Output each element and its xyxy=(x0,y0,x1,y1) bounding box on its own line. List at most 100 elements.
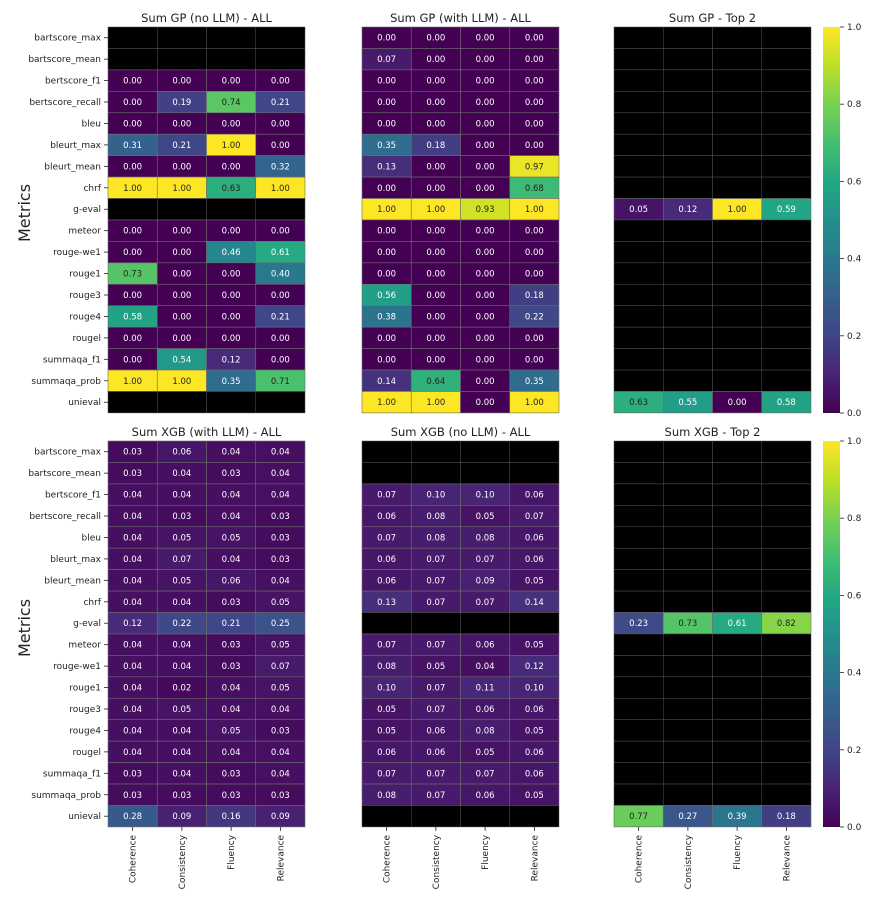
row-tick-label: bleu xyxy=(82,533,101,543)
heatmap-cell-label: 0.03 xyxy=(123,469,142,479)
heatmap-cell-empty xyxy=(761,505,812,528)
heatmap-cell-label: 0.00 xyxy=(525,227,544,237)
heatmap-cell-label: 0.04 xyxy=(222,555,241,565)
heatmap-cell-label: 0.06 xyxy=(377,748,396,758)
colorbar-tick-label: 0.8 xyxy=(847,514,862,524)
row-tick-label: meteor xyxy=(68,227,101,237)
heatmap-cell-empty xyxy=(712,505,762,528)
heatmap-cell-label: 0.06 xyxy=(525,748,544,758)
heatmap-cell-label: 0.00 xyxy=(123,248,142,258)
heatmap-cell-label: 0.00 xyxy=(525,55,544,65)
heatmap-cell-label: 0.00 xyxy=(271,227,290,237)
heatmap-cell-label: 0.35 xyxy=(377,141,396,151)
heatmap-cell-empty xyxy=(361,612,412,635)
y-axis-label-top: Metrics xyxy=(15,184,34,242)
heatmap-cell-empty xyxy=(663,69,713,92)
heatmap-cell-empty xyxy=(613,740,664,763)
heatmap-cell-empty xyxy=(206,26,256,49)
heatmap-cell-empty xyxy=(761,348,812,371)
heatmap-cell-label: 0.38 xyxy=(377,312,396,322)
heatmap-cell-empty xyxy=(712,526,762,549)
colorbar-tick-label: 1.0 xyxy=(847,23,862,33)
heatmap-cell-empty xyxy=(613,91,664,114)
heatmap-cell-label: 0.00 xyxy=(271,119,290,129)
heatmap-cell-label: 0.07 xyxy=(426,555,445,565)
row-tick-label: bleurt_max xyxy=(50,555,101,565)
heatmap-cell-label: 0.06 xyxy=(476,705,495,715)
col-tick-label: Fluency xyxy=(481,834,491,870)
heatmap-cell-empty xyxy=(613,241,664,264)
heatmap-cell-empty xyxy=(663,284,713,306)
heatmap-cell-label: 0.03 xyxy=(123,448,142,458)
heatmap-cell-empty xyxy=(761,369,812,392)
heatmap-cell-label: 0.00 xyxy=(222,119,241,129)
heatmap-cell-label: 0.00 xyxy=(377,248,396,258)
heatmap-cell-empty xyxy=(613,112,664,135)
heatmap-cell-empty xyxy=(509,462,560,485)
heatmap-cell-label: 0.04 xyxy=(172,598,191,608)
heatmap-cell-empty xyxy=(157,391,207,414)
heatmap-cell-label: 0.63 xyxy=(222,184,241,194)
heatmap-cell-label: 0.04 xyxy=(222,448,241,458)
colorbar-top: 0.0 0.2 0.4 0.6 0.8 1.0 xyxy=(823,23,862,419)
heatmap-cell-label: 0.58 xyxy=(777,398,796,408)
heatmap-cell-label: 0.35 xyxy=(525,377,544,387)
heatmap-cell-empty xyxy=(613,526,664,549)
heatmap-cell-label: 0.05 xyxy=(172,576,191,586)
heatmap-cell-empty xyxy=(663,155,713,178)
heatmap-cell-label: 0.00 xyxy=(476,98,495,108)
heatmap-cell-label: 0.18 xyxy=(777,812,796,822)
heatmap-cell-label: 0.03 xyxy=(271,791,290,801)
colorbar-tick-label: 0.4 xyxy=(847,255,862,265)
heatmap-cell-label: 0.05 xyxy=(172,705,191,715)
heatmap-panel-1: Sum GP (no LLM) - ALL 0.00 0.00 0.00 0.00 0.0… xyxy=(28,11,306,414)
heatmap-cell-label: 0.04 xyxy=(172,769,191,779)
heatmap-cell-empty xyxy=(712,783,762,806)
heatmap-cell-label: 0.00 xyxy=(172,248,191,258)
heatmap-cell-empty xyxy=(761,569,812,592)
heatmap-cell-empty xyxy=(613,676,664,699)
heatmap-cell-empty xyxy=(712,241,762,264)
heatmap-cell-label: 0.07 xyxy=(426,576,445,586)
heatmap-cell-empty xyxy=(613,133,664,156)
heatmap-cell-empty xyxy=(761,590,812,613)
heatmap-cell-label: 0.12 xyxy=(525,662,544,672)
heatmap-cell-empty xyxy=(663,655,713,678)
heatmap-cell-empty xyxy=(509,805,560,828)
heatmap-cell-label: 0.00 xyxy=(377,227,396,237)
heatmap-cell-label: 0.06 xyxy=(377,576,396,586)
heatmap-cell-label: 0.04 xyxy=(271,469,290,479)
heatmap-cell-label: 0.11 xyxy=(476,684,495,694)
heatmap-cell-empty xyxy=(663,740,713,763)
heatmap-cell-empty xyxy=(613,655,664,678)
heatmap-cell-empty xyxy=(663,719,713,742)
heatmap-cell-empty xyxy=(663,483,713,506)
heatmap-cell-label: 0.06 xyxy=(426,748,445,758)
heatmap-cell-label: 0.00 xyxy=(271,291,290,301)
heatmap-cell-label: 0.03 xyxy=(271,555,290,565)
heatmap-cell-label: 0.04 xyxy=(476,662,495,672)
row-tick-label: bartscore_mean xyxy=(28,469,101,479)
heatmap-cell-label: 0.07 xyxy=(377,533,396,543)
heatmap-cell-empty xyxy=(712,633,762,656)
heatmap-cell-empty xyxy=(460,462,510,485)
heatmap-cell-label: 0.04 xyxy=(271,576,290,586)
heatmap-cell-label: 0.00 xyxy=(476,162,495,172)
heatmap-cell-label: 0.07 xyxy=(172,555,191,565)
heatmap-cell-label: 0.00 xyxy=(525,270,544,280)
heatmap-cell-empty xyxy=(613,155,664,178)
row-tick-label: summaqa_f1 xyxy=(43,769,101,779)
heatmap-cell-label: 0.14 xyxy=(525,598,544,608)
heatmap-cell-empty xyxy=(761,133,812,156)
heatmap-cell-label: 0.05 xyxy=(525,726,544,736)
heatmap-cell-label: 0.04 xyxy=(172,748,191,758)
heatmap-cell-empty xyxy=(255,198,306,221)
heatmap-panels: Sum GP (no LLM) - ALL 0.00 0.00 0.00 0.00 0.0… xyxy=(28,11,812,889)
heatmap-cell-empty xyxy=(361,805,412,828)
heatmap-cell-label: 0.00 xyxy=(525,98,544,108)
colorbar-tick-label: 0.2 xyxy=(847,332,861,342)
heatmap-cell-label: 0.06 xyxy=(172,448,191,458)
heatmap-cell-empty xyxy=(613,69,664,92)
heatmap-cell-label: 0.07 xyxy=(271,662,290,672)
